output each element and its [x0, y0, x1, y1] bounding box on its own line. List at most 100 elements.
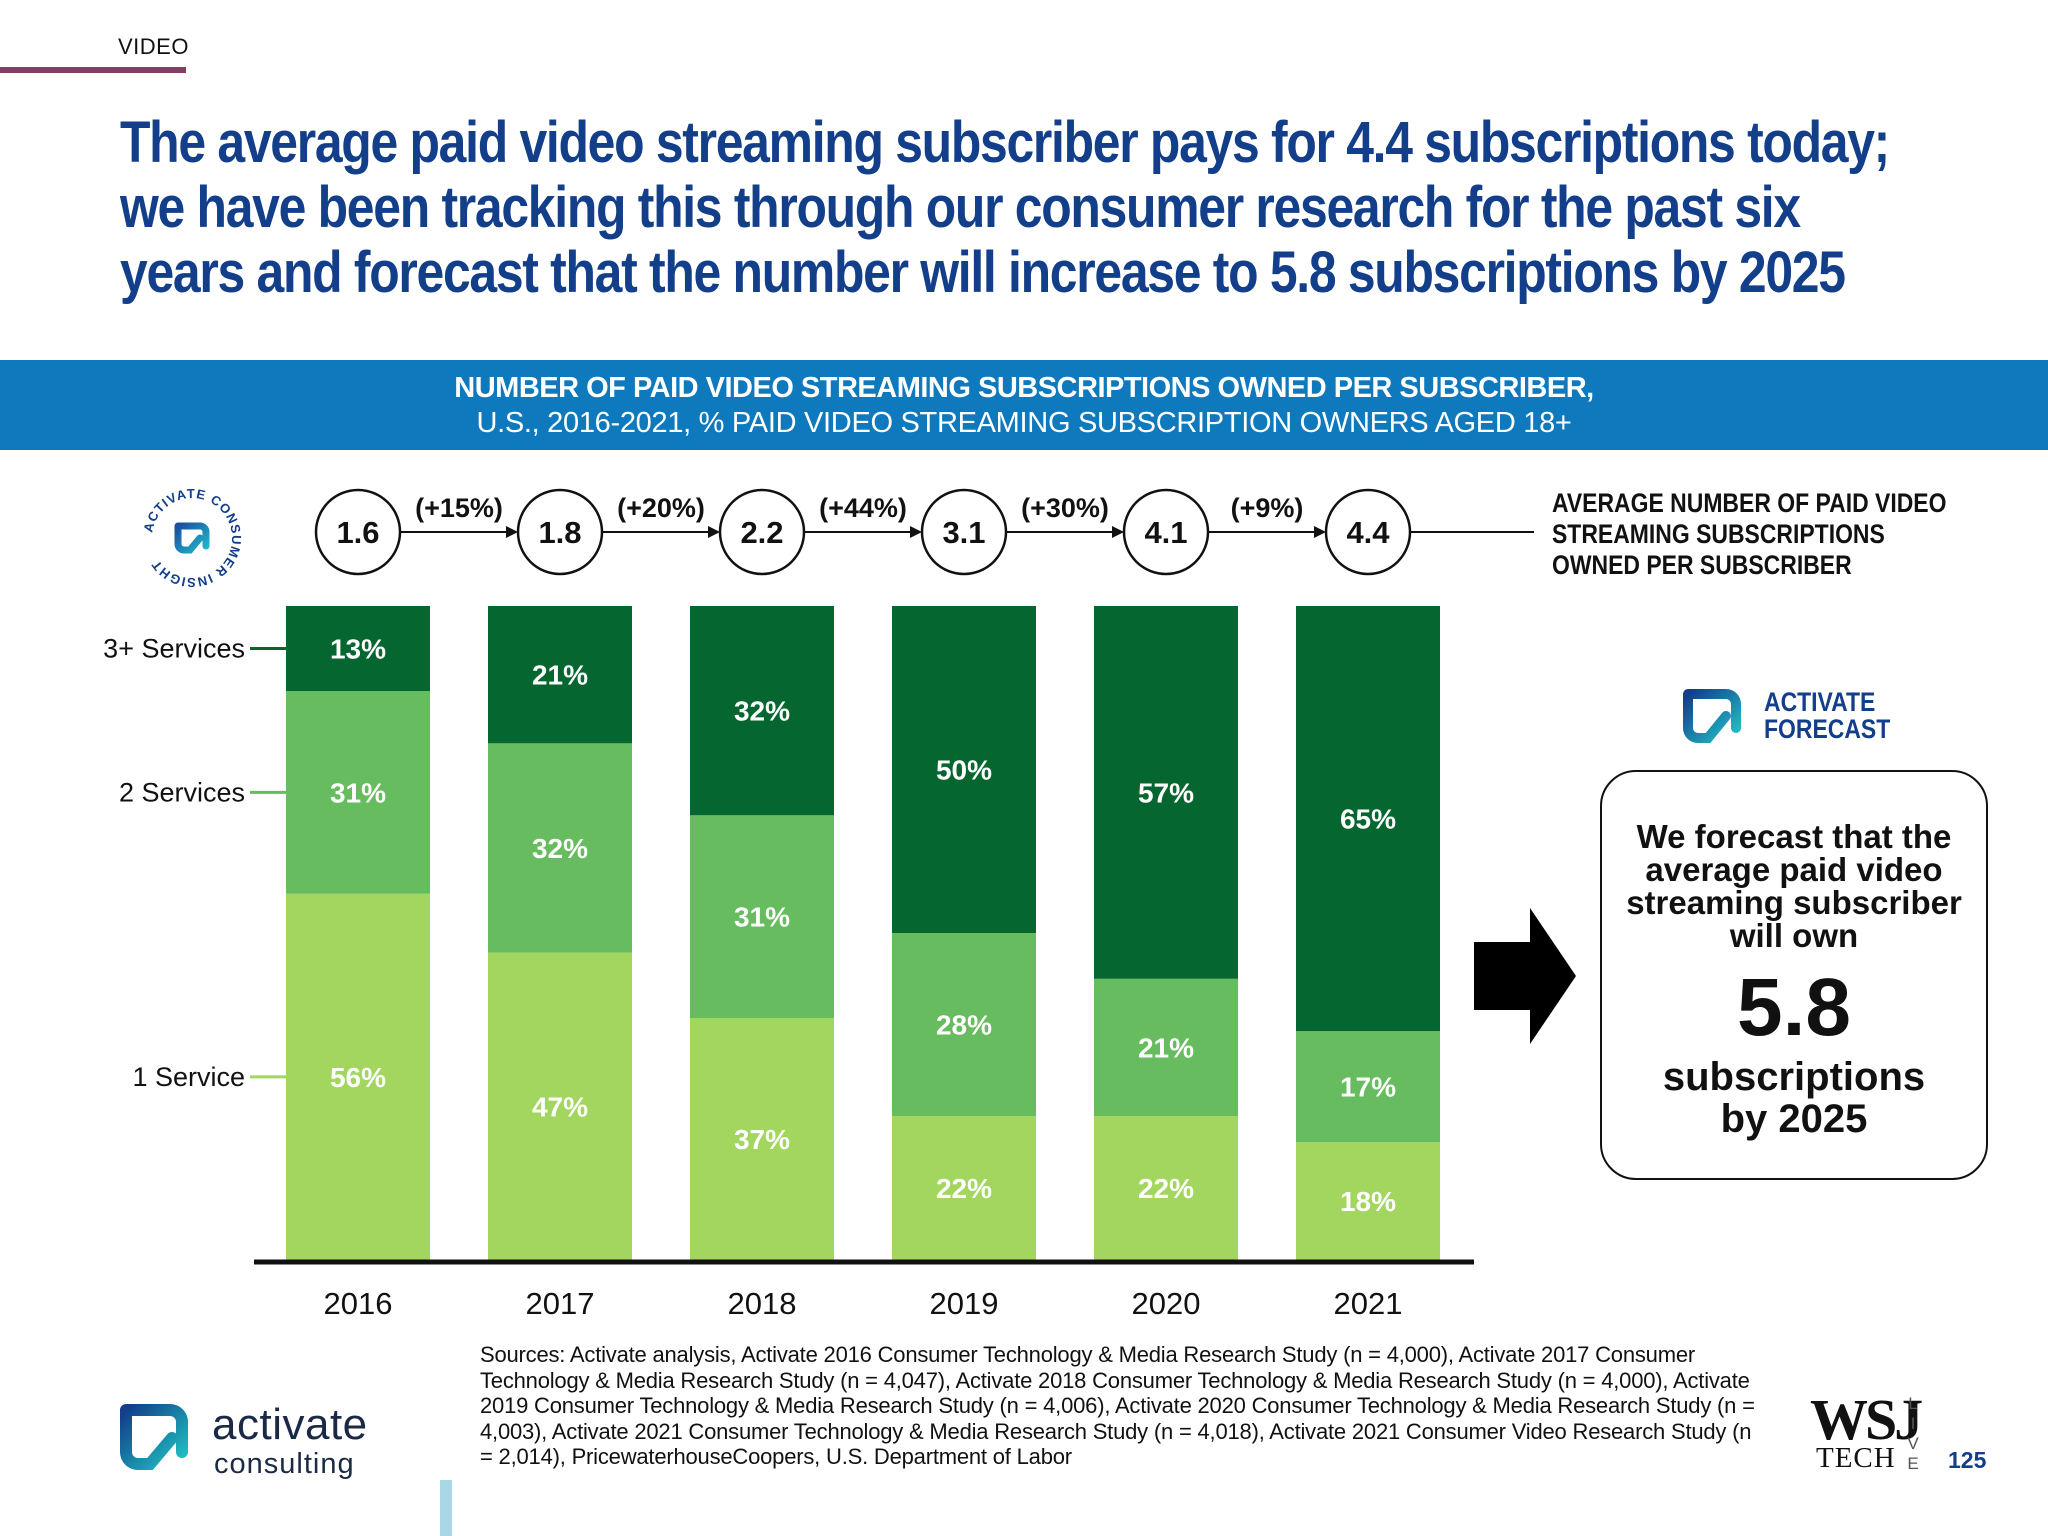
bar-segment [488, 743, 632, 953]
title-line-2: we have been tracking this through our c… [120, 175, 1801, 240]
bar-segment [892, 606, 1036, 933]
wsj-live-letter: V [1907, 1434, 1919, 1453]
wsj-live-letter: L [1908, 1394, 1918, 1413]
data-label: 56% [330, 1062, 386, 1093]
section-divider [0, 67, 186, 73]
growth-arrowhead [910, 526, 922, 538]
x-tick-label: 2016 [324, 1286, 393, 1321]
bar-segment [286, 606, 430, 692]
average-circle [314, 488, 402, 576]
x-tick-label: 2018 [728, 1286, 797, 1321]
growth-label: (+9%) [1231, 493, 1304, 523]
growth-label: (+44%) [819, 493, 907, 523]
data-label: 50% [936, 755, 992, 786]
x-tick-label: 2017 [526, 1286, 595, 1321]
average-label: AVERAGE NUMBER OF PAID VIDEO STREAMING S… [1552, 488, 1947, 580]
average-value: 2.2 [740, 515, 783, 550]
growth-label: (+30%) [1021, 493, 1109, 523]
bar-segment [1296, 1142, 1440, 1260]
bar-segment [1296, 1031, 1440, 1143]
logo-word-activate: activate [212, 1400, 368, 1449]
forecast-callout: We forecast that the average paid video … [1600, 770, 1988, 1180]
average-circle [1324, 488, 1412, 576]
average-circle [1122, 488, 1210, 576]
chart-title: NUMBER OF PAID VIDEO STREAMING SUBSCRIPT… [454, 372, 1594, 404]
forecast-arrow-icon [1474, 908, 1576, 1044]
wsj-live-letter: E [1907, 1454, 1919, 1473]
legend-label: 2 Services [119, 777, 245, 807]
title-line-3: years and forecast that the number will … [120, 240, 1846, 305]
bar-segment [1296, 606, 1440, 1032]
legend-label: 3+ Services [103, 634, 245, 664]
wsj-wordmark: WSJ [1810, 1387, 1923, 1452]
bar-segment [892, 1116, 1036, 1260]
bar-segment [1094, 606, 1238, 979]
forecast-brand-text: ACTIVATE FORECAST [1764, 687, 1891, 744]
data-label: 32% [532, 833, 588, 864]
activate-forecast-icon [1683, 689, 1741, 743]
activate-logo-icon [120, 1404, 188, 1470]
logo-word-consulting: consulting [214, 1448, 355, 1480]
page-number: 125 [1948, 1447, 1987, 1473]
x-tick-label: 2019 [930, 1286, 999, 1321]
bar-segment [690, 815, 834, 1019]
activate-consulting-logo: activate consulting [116, 1398, 416, 1488]
bar-segment [488, 952, 632, 1260]
average-circle [718, 488, 806, 576]
average-circle [516, 488, 604, 576]
x-tick-label: 2020 [1132, 1286, 1201, 1321]
average-value: 4.4 [1346, 515, 1390, 550]
activate-forecast-brand: ACTIVATE FORECAST [1680, 686, 1890, 746]
data-label: 57% [1138, 777, 1194, 808]
activate-badge-icon [174, 522, 210, 554]
data-label: 22% [936, 1173, 992, 1204]
bar-segment [892, 933, 1036, 1117]
data-label: 65% [1340, 804, 1396, 835]
data-label: 37% [734, 1124, 790, 1155]
average-value: 1.6 [336, 515, 379, 550]
chart-title-banner: NUMBER OF PAID VIDEO STREAMING SUBSCRIPT… [0, 360, 2048, 450]
data-label: 21% [532, 660, 588, 691]
data-label: 22% [1138, 1173, 1194, 1204]
growth-label: (+20%) [617, 493, 705, 523]
bar-segment [286, 691, 430, 894]
growth-arrowhead [708, 526, 720, 538]
sources-note: Sources: Activate analysis, Activate 201… [480, 1342, 1755, 1469]
data-label: 18% [1340, 1186, 1396, 1217]
data-label: 13% [330, 634, 386, 665]
page-title: The average paid video streaming subscri… [120, 110, 1890, 305]
section-tag: VIDEO [118, 34, 189, 59]
growth-arrowhead [1112, 526, 1124, 538]
bar-segment [690, 606, 834, 816]
bar-segment [1094, 978, 1238, 1117]
wsj-live-letter: I [1910, 1414, 1916, 1433]
average-circle [920, 488, 1008, 576]
forecast-number: 5.8 [1737, 962, 1851, 1053]
bar-segment [488, 606, 632, 744]
data-label: 28% [936, 1010, 992, 1041]
data-label: 31% [330, 777, 386, 808]
wsj-tech: TECH [1816, 1442, 1896, 1474]
bar-segment [1094, 1116, 1238, 1260]
chart-subtitle: U.S., 2016-2021, % PAID VIDEO STREAMING … [476, 407, 1572, 439]
x-tick-label: 2021 [1334, 1286, 1403, 1321]
legend-label: 1 Service [132, 1062, 245, 1092]
decorative-bar [440, 1480, 452, 1536]
forecast-subtext: subscriptions by 2025 [1662, 1055, 1926, 1141]
average-value: 3.1 [942, 515, 985, 550]
forecast-text: We forecast that the average paid video … [1626, 818, 1962, 954]
bar-segment [286, 893, 430, 1260]
average-value: 4.1 [1144, 515, 1187, 550]
data-label: 32% [734, 696, 790, 727]
average-value: 1.8 [538, 515, 581, 550]
title-line-1: The average paid video streaming subscri… [120, 110, 1890, 175]
bar-segment [690, 1018, 834, 1260]
data-label: 47% [532, 1091, 588, 1122]
growth-arrowhead [506, 526, 518, 538]
consumer-insight-badge: ACTIVATE CONSUMER INSIGHT [140, 486, 243, 590]
data-label: 17% [1340, 1072, 1396, 1103]
data-label: 31% [734, 902, 790, 933]
